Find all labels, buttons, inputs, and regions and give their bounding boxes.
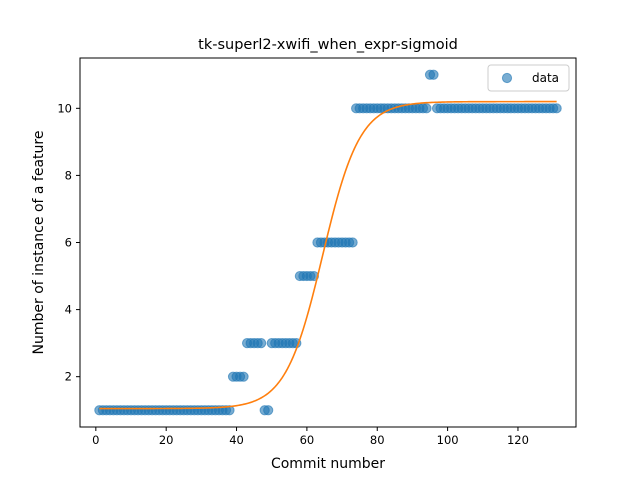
legend-box [487, 64, 570, 92]
x-tick-label: 80 [370, 433, 385, 447]
data-point [238, 371, 249, 382]
data-point [428, 69, 439, 80]
y-axis-label: Number of instance of a feature [31, 131, 47, 355]
data-point [308, 270, 320, 282]
legend: data [487, 64, 570, 92]
y-tick-label: 2 [65, 370, 72, 384]
y-tick-label: 6 [65, 236, 72, 250]
y-tick-label: 10 [57, 101, 72, 115]
x-tick-label: 120 [507, 433, 529, 447]
legend-label-data: data [532, 71, 559, 85]
y-tick-label: 8 [65, 168, 72, 182]
data-point [421, 103, 432, 114]
legend-marker-data [501, 72, 513, 84]
sigmoid-fit-line [99, 100, 557, 410]
data-point [551, 103, 562, 114]
data-point [256, 338, 267, 349]
y-tick-label: 4 [65, 303, 72, 317]
data-point [347, 237, 358, 248]
x-tick-label: 0 [92, 433, 99, 447]
data-layer [94, 69, 562, 416]
x-tick-label: 100 [437, 433, 459, 447]
x-axis-label: Commit number [271, 456, 385, 472]
chart-title: tk-superl2-xwifi_when_expr-sigmoid [198, 37, 458, 53]
x-tick-label: 60 [300, 433, 315, 447]
data-point [263, 405, 274, 416]
x-tick-label: 40 [229, 433, 244, 447]
x-axis-ticks: 0 20 40 60 80 100 120 [92, 427, 529, 447]
x-tick-label: 20 [159, 433, 174, 447]
y-axis-ticks: 2 4 6 8 10 [57, 101, 80, 384]
data-point [224, 405, 235, 416]
